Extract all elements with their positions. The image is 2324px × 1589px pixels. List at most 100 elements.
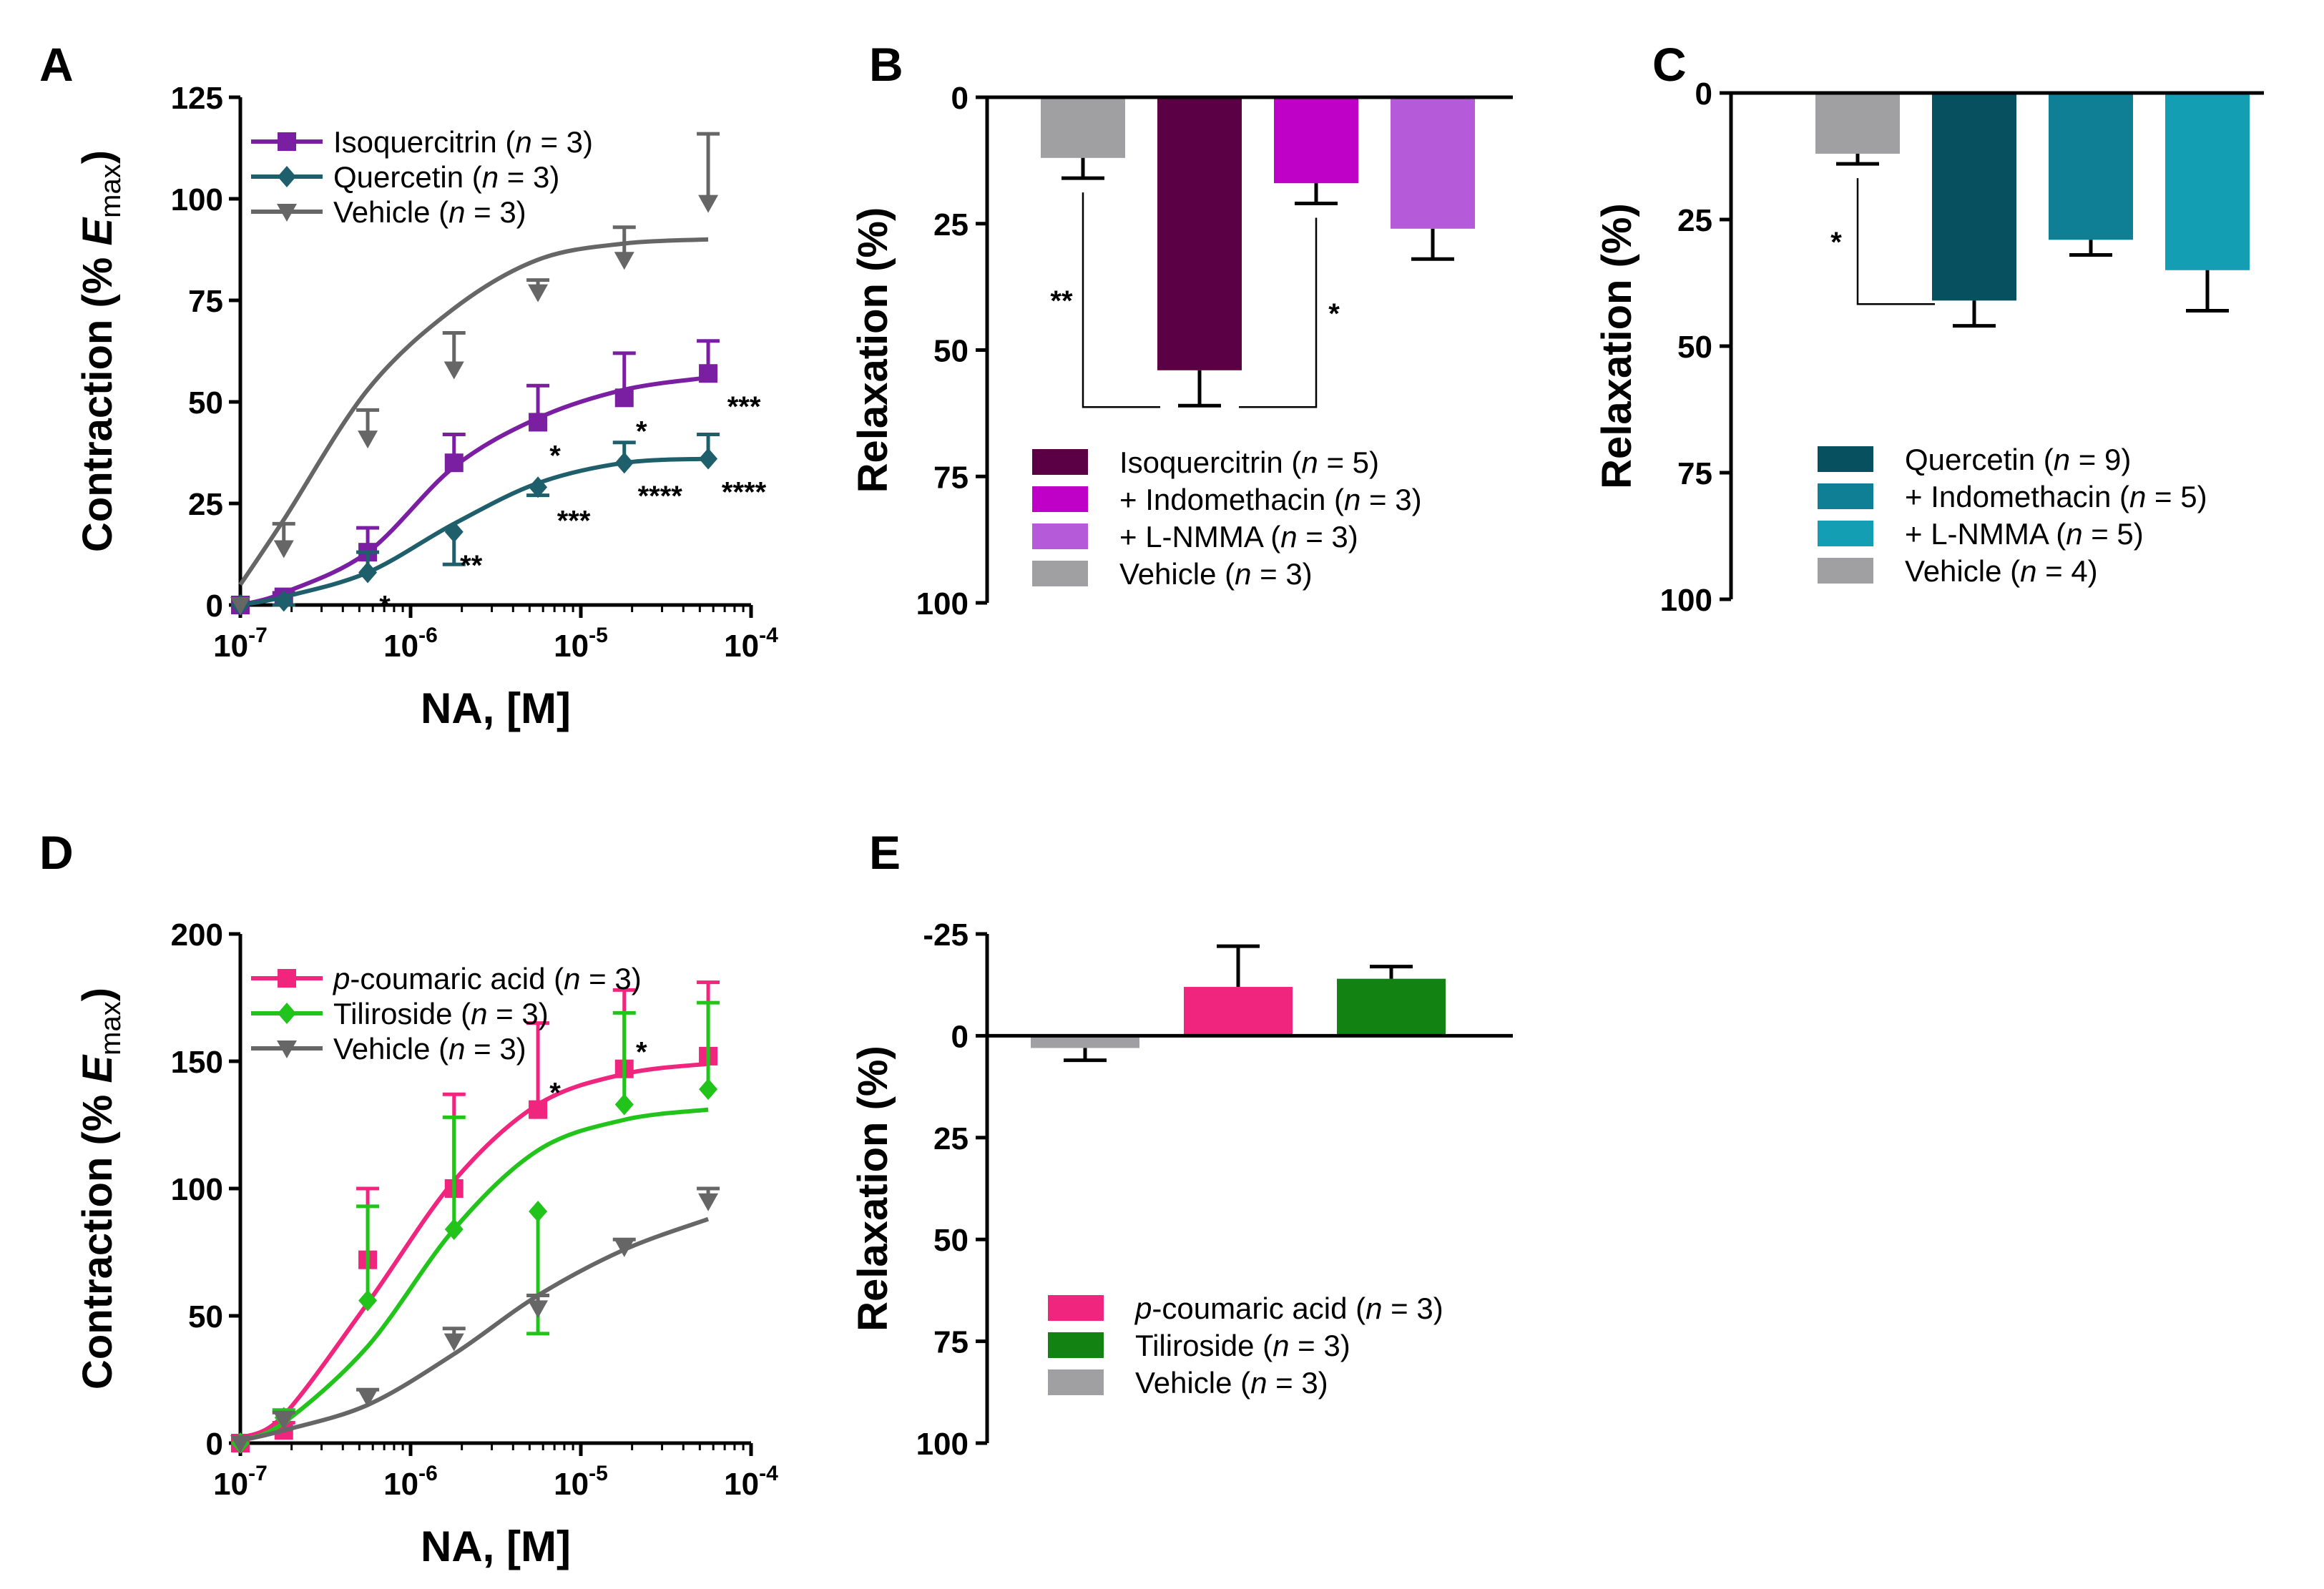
panel-d-y-tick-label: 0 — [206, 1427, 223, 1462]
panel-a-data-point — [698, 195, 719, 213]
panel-d-legend: p-coumaric acid (n = 3)Tiliroside (n = 3… — [251, 962, 642, 1066]
panel-d-data-point — [273, 1412, 294, 1430]
panel-e-bar — [1337, 978, 1446, 1036]
panel-b-legend-swatch — [1032, 561, 1088, 586]
panel-c-bar-chart: 0 25 50 75 100 Relaxation (%) * Quercetin (n = … — [1594, 77, 2264, 618]
panel-e-legend-swatch — [1048, 1295, 1104, 1321]
panel-a-significance-label: **** — [638, 481, 683, 512]
panel-d-y-tick-label: 200 — [171, 918, 223, 953]
panel-a-x-tick-label: 10-6 — [383, 624, 438, 664]
panel-b-legend: Isoquercitrin (n = 5) + Indomethacin (n =… — [1032, 446, 1422, 591]
panel-a-x-tick-label: 10-5 — [554, 624, 608, 664]
panel-e-y-tick-label: 0 — [951, 1019, 969, 1054]
panel-d-data-point — [699, 1078, 718, 1101]
panel-a-fit-curve — [238, 237, 709, 586]
panel-e-legend-swatch — [1048, 1332, 1104, 1358]
panel-c-y-tick-label: 100 — [1660, 583, 1712, 618]
panel-letter-e: E — [869, 826, 901, 879]
panel-c-legend-swatch — [1818, 558, 1873, 584]
panel-a-significance-label: *** — [727, 391, 761, 423]
panel-a-data-point — [358, 561, 378, 584]
panel-b-comparison-label: * — [1328, 298, 1340, 330]
panel-d-x-axis-title: NA, [M] — [421, 1522, 571, 1570]
panel-letter-c: C — [1652, 38, 1687, 91]
panel-a-legend: Isoquercitrin (n = 3)Quercetin (n = 3)Ve… — [251, 125, 593, 229]
panel-b-y-tick-label: 100 — [916, 586, 969, 621]
panel-e-y-tick-label: 50 — [933, 1223, 969, 1258]
panel-e-legend-swatch — [1048, 1369, 1104, 1395]
panel-c-legend-swatch — [1818, 483, 1873, 509]
panel-a-significance-label: ** — [460, 550, 483, 581]
panel-e-y-tick-label: 100 — [916, 1427, 969, 1462]
panel-e-y-axis-title: Relaxation (%) — [850, 1046, 896, 1332]
panel-a-y-tick-label: 25 — [188, 487, 223, 522]
panel-a-line-chart: 0 25 50 75 100 125 10-7 10-6 10-5 10-4 NA, [M] Cont… — [74, 81, 778, 732]
panel-c-y-tick-label: 0 — [1695, 77, 1712, 112]
panel-b-legend-swatch — [1032, 449, 1088, 475]
panel-a-data-point — [528, 284, 549, 302]
panel-b-legend-label: + Indomethacin (n = 3) — [1119, 483, 1422, 516]
panel-e-y-tick-label: 25 — [933, 1121, 969, 1156]
panel-d-data-point — [528, 1300, 549, 1319]
panel-a-data-point — [614, 388, 634, 408]
panel-b-bar — [1391, 97, 1475, 229]
panel-a-legend-label: Isoquercitrin (n = 3) — [333, 125, 593, 159]
panel-b-y-axis-title: Relaxation (%) — [850, 207, 896, 493]
panel-a-data-point — [444, 521, 464, 543]
panel-a-data-point — [699, 448, 718, 470]
panel-c-legend: Quercetin (n = 9) + Indomethacin (n = 5) +… — [1818, 443, 2207, 588]
panel-b-comparison-bracket — [1239, 217, 1318, 408]
panel-a-series-1: ********** **** — [231, 432, 767, 622]
panel-d-data-point — [358, 1389, 378, 1407]
panel-e-y-tick-label: 75 — [933, 1325, 969, 1360]
panel-b-legend-label: Isoquercitrin (n = 5) — [1119, 446, 1379, 479]
panel-c-comparison-label: * — [1830, 227, 1842, 258]
panel-d-legend-label: Vehicle (n = 3) — [333, 1032, 526, 1066]
panel-b-comparison-bracket — [1082, 192, 1160, 408]
panel-c-bar — [1815, 93, 1900, 154]
panel-a-y-tick-label: 125 — [171, 81, 223, 116]
panel-d-significance-label: * — [549, 1078, 561, 1109]
panel-d-legend-label: Tiliroside (n = 3) — [333, 997, 549, 1030]
panel-b-y-tick-label: 0 — [951, 81, 969, 116]
panel-c-y-tick-label: 25 — [1677, 203, 1712, 238]
panel-c-legend-label: + Indomethacin (n = 5) — [1905, 480, 2207, 513]
panel-d-x-tick-label: 10-4 — [724, 1462, 778, 1502]
panel-d-data-point — [529, 1100, 548, 1119]
panel-e-legend-label: p-coumaric acid (n = 3) — [1134, 1292, 1443, 1325]
panel-a-legend-label: Vehicle (n = 3) — [333, 195, 526, 229]
panel-c-legend-label: Quercetin (n = 9) — [1905, 443, 2131, 476]
panel-b-comparison-label: ** — [1050, 285, 1073, 317]
panel-d-y-tick-label: 100 — [171, 1172, 223, 1207]
panel-d-y-tick-label: 50 — [188, 1299, 223, 1334]
panel-c-comparison-bracket — [1856, 178, 1935, 305]
panel-a-y-tick-label: 0 — [206, 589, 223, 624]
panel-b-y-tick-label: 75 — [933, 460, 969, 495]
panel-a-data-point — [443, 361, 464, 380]
panel-a-data-point — [699, 364, 718, 383]
panel-a-significance-label: **** — [722, 477, 767, 508]
panel-d-y-axis-title: Contraction (% Emax) — [74, 988, 127, 1389]
panel-b-legend-label: Vehicle (n = 3) — [1119, 557, 1313, 591]
panel-b-bar — [1274, 97, 1358, 184]
panel-a-y-tick-label: 100 — [171, 182, 223, 217]
panel-c-bar — [1932, 93, 2016, 301]
panel-c-y-tick-label: 50 — [1677, 330, 1712, 365]
panel-letter-a: A — [39, 38, 74, 91]
panel-d-data-point — [614, 1093, 634, 1116]
panel-a-significance-label: *** — [557, 505, 591, 536]
panel-a-series-2 — [230, 132, 720, 615]
panel-d-series-2 — [230, 1186, 720, 1453]
panel-b-bar — [1157, 97, 1242, 370]
panel-d-data-point — [529, 1201, 548, 1223]
panel-a-x-axis-title: NA, [M] — [421, 684, 571, 732]
panel-a-data-point — [614, 452, 634, 474]
panel-b-y-tick-label: 25 — [933, 207, 969, 242]
panel-d-data-point — [698, 1193, 719, 1211]
panel-e-legend-label: Vehicle (n = 3) — [1135, 1366, 1328, 1399]
panel-d-significance-label: * — [636, 1037, 647, 1068]
panel-d-legend-marker — [278, 1003, 296, 1024]
panel-a-significance-label: * — [549, 440, 561, 471]
panel-a-legend-marker — [278, 166, 296, 187]
panel-d-x-tick-label: 10-5 — [554, 1462, 608, 1502]
